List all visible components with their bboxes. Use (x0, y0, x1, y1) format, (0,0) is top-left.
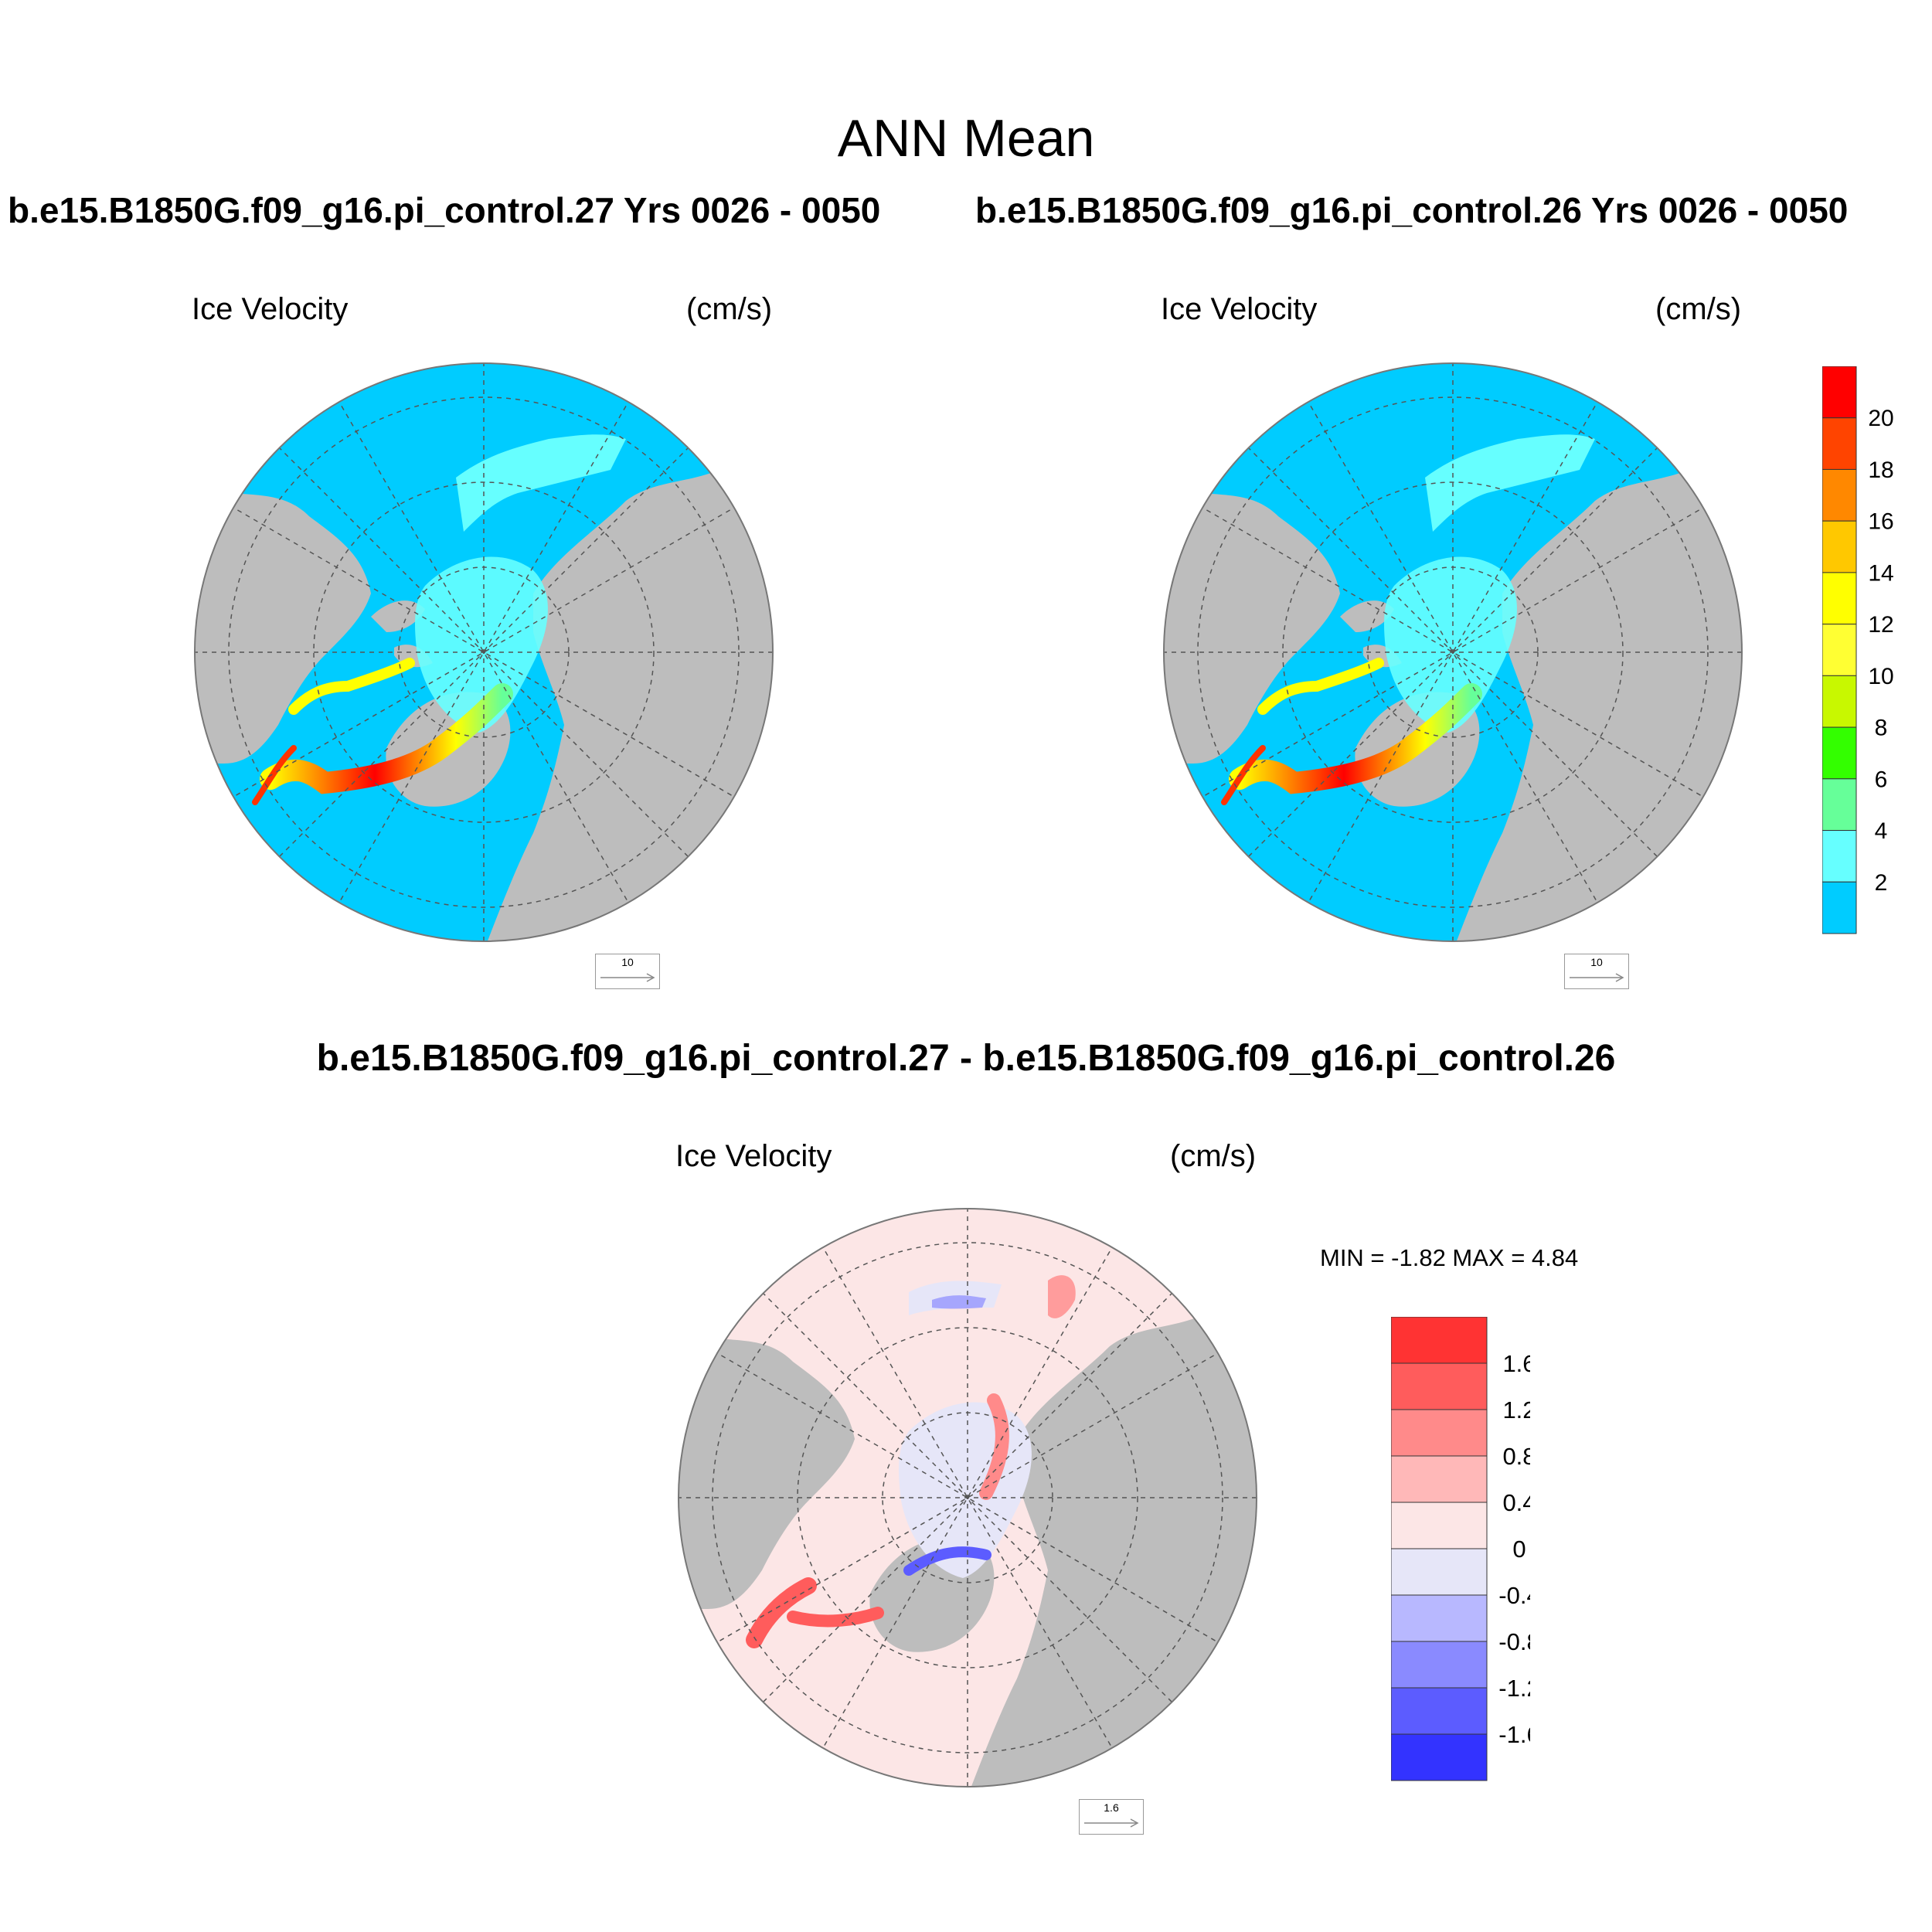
east-greenland-current (260, 683, 513, 794)
colorbar-swatch (1822, 366, 1857, 419)
colorbar-tick-label: 4 (1875, 818, 1888, 844)
map-border (194, 362, 774, 942)
eurasia-landmass (1456, 462, 1742, 941)
colorbar-swatch (1391, 1409, 1488, 1457)
colorbar-tick-label: 10 (1868, 664, 1893, 689)
min-max-readout: MIN = -1.82 MAX = 4.84 (1320, 1244, 1579, 1271)
colorbar-swatch (1391, 1687, 1488, 1735)
colorbar-swatch (1391, 1502, 1488, 1549)
colorbar-swatch (1822, 520, 1857, 573)
case-title-right: b.e15.B1850G.f09_g16.pi_control.26 Yrs 0… (975, 190, 1849, 230)
colorbar-tick-label: 0.4 (1502, 1489, 1530, 1516)
colorbar-swatch (1822, 468, 1857, 522)
colorbar-swatch (1822, 881, 1857, 934)
colorbar-tick-label: 20 (1868, 406, 1893, 431)
ref-vector-box-diff: 1.6 (1079, 1799, 1144, 1835)
colorbar-tick-label: 18 (1868, 457, 1893, 483)
bering-ice (1425, 434, 1595, 532)
colorbar-tick-label: 1.2 (1502, 1396, 1530, 1423)
map-border (1163, 362, 1743, 942)
colorbar-swatch (1391, 1317, 1488, 1364)
labrador-current (1257, 658, 1384, 715)
labrador-current (288, 658, 415, 715)
positive-anomaly-band (746, 1577, 817, 1648)
ref-vector-box-panel2: 10 (1564, 954, 1629, 989)
graticule (195, 363, 773, 941)
colorbar-tick-label: 16 (1868, 509, 1893, 535)
bering-ice (456, 434, 626, 532)
graticule (679, 1209, 1257, 1787)
colorbar-swatch (1822, 675, 1857, 728)
colorbar-absolute: 20 18 16 14 12 10 8 6 4 2 (1822, 366, 1894, 934)
colorbar-tick-label: -0.4 (1498, 1582, 1530, 1609)
eurasia-landmass (487, 462, 773, 941)
colorbar-tick-label: -1.2 (1498, 1675, 1530, 1702)
colorbar-swatch (1822, 726, 1857, 780)
map-border (678, 1208, 1257, 1787)
graticule (1164, 363, 1742, 941)
north-america-landmass (679, 1331, 855, 1609)
panel2-variable-label: Ice Velocity (1161, 292, 1318, 326)
panel1-units-label: (cm/s) (686, 292, 773, 326)
colorbar-tick-label: -1.6 (1498, 1721, 1530, 1748)
colorbar-tick-label: 6 (1875, 767, 1888, 792)
difference-title: b.e15.B1850G.f09_g16.pi_control.27 - b.e… (316, 1038, 1616, 1079)
colorbar-swatch (1822, 778, 1857, 832)
ice-velocity-map-case26 (1163, 362, 1743, 942)
colorbar-tick-label: 12 (1868, 612, 1893, 638)
panel2-units-label: (cm/s) (1655, 292, 1742, 326)
eurasia-landmass (971, 1308, 1257, 1787)
colorbar-difference: 1.6 1.2 0.8 0.4 0 -0.4 -0.8 -1.2 -1.6 (1391, 1317, 1530, 1781)
colorbar-swatch (1391, 1362, 1488, 1410)
colorbar-tick-label: 2 (1875, 870, 1888, 896)
colorbar-tick-label: 8 (1875, 716, 1888, 741)
north-america-landmass (1164, 485, 1340, 764)
ref-vector-box-panel1: 10 (595, 954, 660, 989)
arctic-sea-ice (1384, 556, 1517, 733)
colorbar-swatch (1391, 1455, 1488, 1503)
east-greenland-current (1229, 683, 1482, 794)
north-america-landmass (195, 485, 371, 764)
colorbar-swatch (1822, 830, 1857, 883)
panel1-variable-label: Ice Velocity (192, 292, 349, 326)
colorbar-swatch (1391, 1548, 1488, 1596)
colorbar-swatch (1822, 572, 1857, 625)
ref-vector-label: 1.6 (1104, 1801, 1119, 1814)
colorbar-tick-label: 0.8 (1502, 1443, 1530, 1470)
ref-vector-label: 10 (621, 956, 634, 968)
colorbar-swatch (1822, 417, 1857, 470)
ref-arrow-icon (1084, 1818, 1139, 1828)
ref-arrow-icon (1570, 973, 1624, 982)
colorbar-swatch (1391, 1594, 1488, 1642)
ref-vector-label: 10 (1590, 956, 1603, 968)
colorbar-swatch (1822, 624, 1857, 676)
colorbar-tick-label: 1.6 (1502, 1350, 1530, 1377)
diff-variable-label: Ice Velocity (675, 1139, 832, 1173)
arctic-sea-ice (415, 556, 548, 733)
ice-velocity-map-case27 (194, 362, 774, 942)
colorbar-tick-label: -0.8 (1498, 1628, 1530, 1655)
ice-velocity-difference-map (678, 1208, 1257, 1787)
colorbar-tick-label: 0 (1512, 1536, 1526, 1563)
colorbar-swatch (1391, 1733, 1488, 1781)
colorbar-swatch (1391, 1641, 1488, 1689)
diff-units-label: (cm/s) (1170, 1139, 1257, 1173)
case-title-left: b.e15.B1850G.f09_g16.pi_control.27 Yrs 0… (8, 190, 881, 230)
ref-arrow-icon (600, 973, 655, 982)
page-title: ANN Mean (837, 109, 1095, 168)
colorbar-tick-label: 14 (1868, 560, 1893, 586)
